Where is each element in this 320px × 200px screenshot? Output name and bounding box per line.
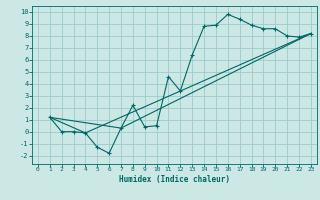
X-axis label: Humidex (Indice chaleur): Humidex (Indice chaleur): [119, 175, 230, 184]
